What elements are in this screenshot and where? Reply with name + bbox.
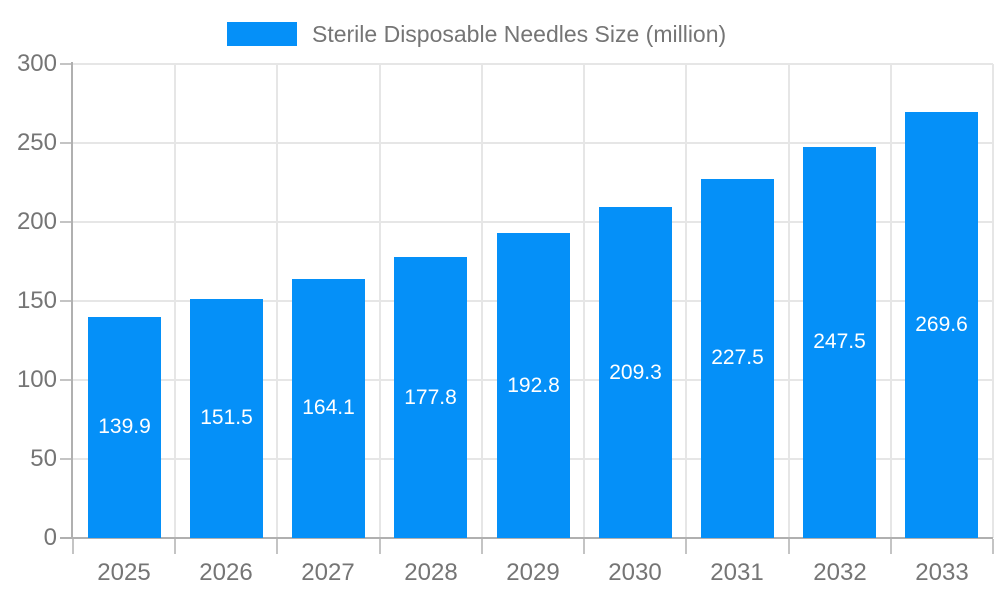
y-axis-label: 100 — [16, 366, 57, 393]
legend: Sterile Disposable Needles Size (million… — [227, 20, 726, 48]
gridline-x — [890, 64, 892, 538]
gridline-x — [685, 64, 687, 538]
bar[interactable] — [88, 317, 161, 538]
y-axis-tick — [60, 63, 73, 65]
bar[interactable] — [905, 112, 978, 538]
y-axis-label: 300 — [16, 50, 57, 77]
bar-value-label: 151.5 — [200, 406, 253, 429]
gridline-y — [73, 142, 993, 144]
bar[interactable] — [292, 279, 365, 538]
x-axis-tick — [481, 539, 483, 554]
gridline-x — [379, 64, 381, 538]
bar[interactable] — [803, 147, 876, 538]
gridline-x — [481, 64, 483, 538]
bar[interactable] — [394, 257, 467, 538]
bar-value-label: 192.8 — [507, 374, 560, 397]
x-axis-label: 2029 — [506, 559, 560, 586]
x-axis-tick — [379, 539, 381, 554]
bar-value-label: 164.1 — [302, 396, 355, 419]
x-axis-tick — [788, 539, 790, 554]
gridline-x — [583, 64, 585, 538]
legend-item[interactable]: Sterile Disposable Needles Size (million… — [227, 21, 726, 48]
y-axis-tick — [60, 379, 73, 381]
gridline-x — [788, 64, 790, 538]
bar-value-label: 227.5 — [711, 346, 764, 369]
x-axis-tick — [685, 539, 687, 554]
x-axis-tick — [72, 539, 74, 554]
y-axis-label: 0 — [43, 524, 57, 551]
gridline-y — [73, 221, 993, 223]
bar-value-label: 177.8 — [404, 386, 457, 409]
bar[interactable] — [599, 207, 672, 538]
gridline-x — [992, 64, 994, 538]
y-axis-tick — [60, 142, 73, 144]
gridline-x — [174, 64, 176, 538]
y-axis-tick — [60, 458, 73, 460]
bar[interactable] — [701, 179, 774, 538]
x-axis-label: 2032 — [813, 559, 867, 586]
x-axis-label: 2031 — [710, 559, 764, 586]
legend-label: Sterile Disposable Needles Size (million… — [312, 20, 727, 47]
bar-value-label: 139.9 — [98, 415, 151, 438]
bar[interactable] — [190, 299, 263, 538]
y-axis-tick — [60, 221, 73, 223]
x-axis-label: 2033 — [915, 559, 969, 586]
x-axis-tick — [992, 539, 994, 554]
y-axis-tick — [60, 300, 73, 302]
x-axis-tick — [890, 539, 892, 554]
y-axis-label: 200 — [16, 208, 57, 235]
y-axis-label: 150 — [16, 287, 57, 314]
x-axis-label: 2025 — [97, 559, 151, 586]
bar-value-label: 209.3 — [609, 361, 662, 384]
x-axis-label: 2030 — [608, 559, 662, 586]
gridline-y — [73, 63, 993, 65]
bar[interactable] — [497, 233, 570, 538]
bar-value-label: 247.5 — [813, 330, 866, 353]
legend-swatch-icon — [227, 22, 297, 46]
x-axis-tick — [174, 539, 176, 554]
gridline-x — [276, 64, 278, 538]
x-axis-label: 2026 — [199, 559, 253, 586]
y-axis-line — [71, 62, 73, 538]
y-axis-label: 250 — [16, 129, 57, 156]
bar-value-label: 269.6 — [915, 313, 968, 336]
x-axis-tick — [276, 539, 278, 554]
y-axis-label: 50 — [30, 445, 57, 472]
x-axis-line — [60, 537, 993, 539]
x-axis-label: 2027 — [301, 559, 355, 586]
x-axis-tick — [583, 539, 585, 554]
x-axis-label: 2028 — [404, 559, 458, 586]
